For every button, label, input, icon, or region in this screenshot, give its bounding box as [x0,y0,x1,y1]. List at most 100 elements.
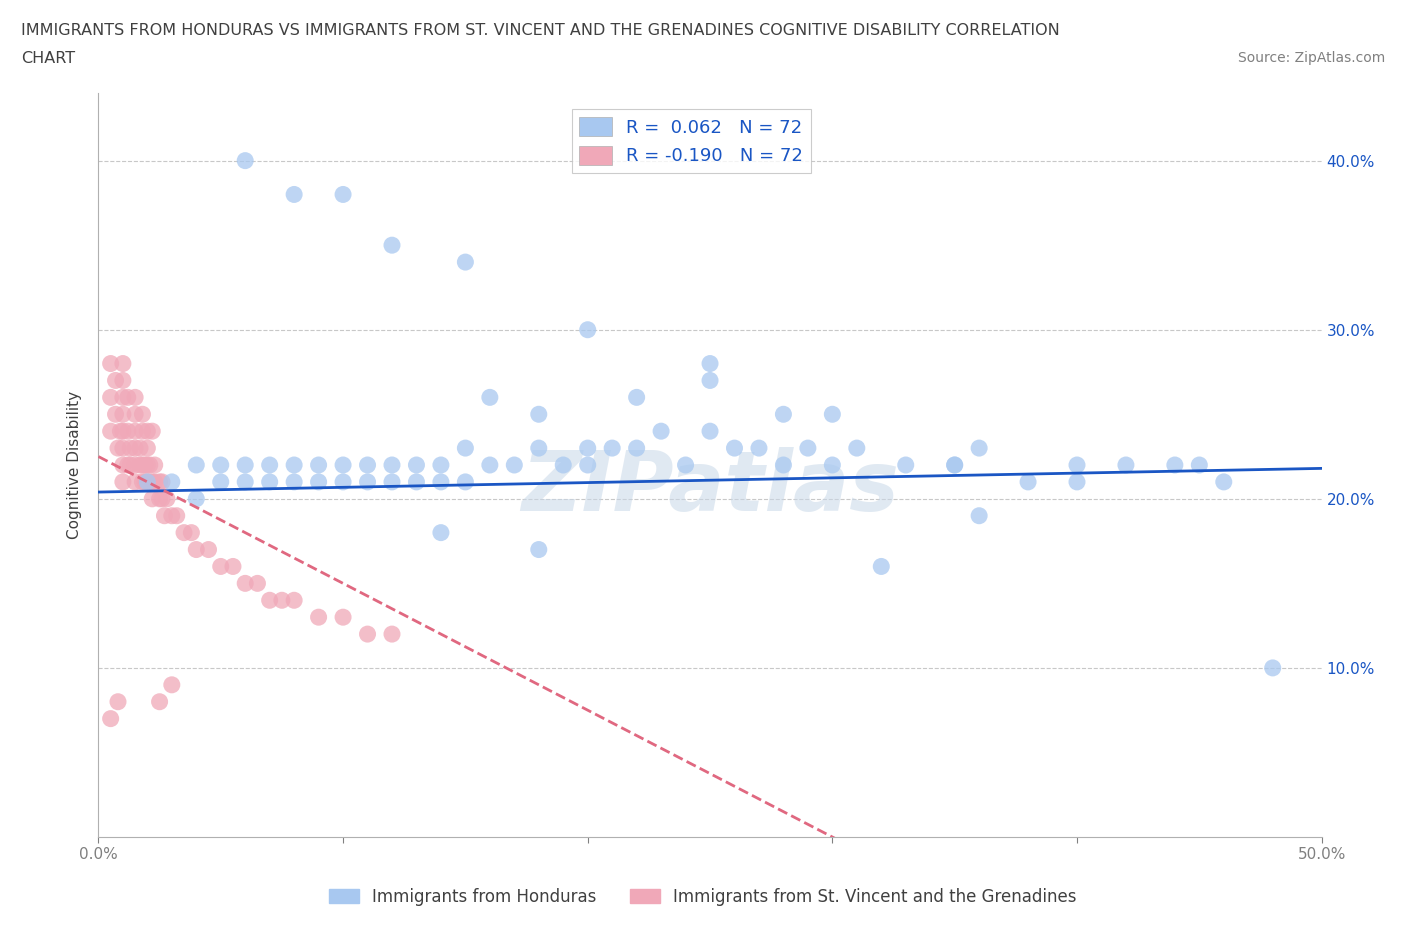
Point [124,390,146,405]
Point [430,458,453,472]
Point [527,441,550,456]
Point [454,255,477,270]
Point [576,323,599,338]
Point [1066,474,1088,489]
Point [503,458,526,472]
Y-axis label: Cognitive Disability: Cognitive Disability [67,391,83,539]
Point [173,525,195,540]
Point [139,458,162,472]
Point [600,441,623,456]
Point [104,373,127,388]
Point [150,474,173,489]
Point [478,390,501,405]
Point [943,458,966,472]
Point [576,458,599,472]
Point [283,187,305,202]
Point [100,424,122,439]
Point [124,406,146,421]
Point [233,153,256,168]
Point [283,474,305,489]
Point [1066,458,1088,472]
Point [748,441,770,456]
Point [270,592,294,607]
Point [797,441,820,456]
Point [1115,458,1137,472]
Point [1261,660,1284,675]
Point [222,559,245,574]
Point [233,576,256,591]
Point [405,474,427,489]
Point [454,474,477,489]
Point [111,474,134,489]
Point [124,441,146,456]
Point [626,441,648,456]
Point [117,458,139,472]
Text: ZIPatlas: ZIPatlas [522,446,898,528]
Point [332,187,354,202]
Point [233,474,256,489]
Point [134,474,156,489]
Point [149,474,172,489]
Point [1017,474,1039,489]
Point [967,509,990,524]
Point [104,406,127,421]
Point [527,542,550,557]
Point [308,610,330,625]
Point [246,576,269,591]
Point [136,474,159,489]
Point [111,441,134,456]
Point [332,474,354,489]
Point [111,390,134,405]
Point [772,458,794,472]
Point [134,458,156,472]
Point [772,406,794,421]
Point [111,424,134,439]
Point [259,592,281,607]
Point [381,238,404,253]
Point [259,474,281,489]
Point [141,424,163,439]
Text: Source: ZipAtlas.com: Source: ZipAtlas.com [1237,51,1385,65]
Point [675,458,697,472]
Point [894,458,917,472]
Point [821,406,844,421]
Point [430,525,453,540]
Point [356,627,378,642]
Point [100,390,122,405]
Point [124,458,146,472]
Point [821,458,844,472]
Point [160,677,183,692]
Point [143,474,166,489]
Point [308,474,330,489]
Point [454,441,477,456]
Point [943,458,966,472]
Point [356,458,378,472]
Point [111,373,134,388]
Point [381,458,404,472]
Point [553,458,575,472]
Point [186,542,208,557]
Point [209,458,232,472]
Point [129,441,152,456]
Point [699,356,721,371]
Point [283,592,305,607]
Point [131,424,153,439]
Point [166,509,188,524]
Point [143,458,166,472]
Point [124,474,146,489]
Point [626,390,648,405]
Point [845,441,868,456]
Point [180,525,202,540]
Point [156,491,179,506]
Point [1164,458,1187,472]
Point [283,458,305,472]
Point [259,458,281,472]
Point [527,406,550,421]
Point [107,695,129,710]
Point [1188,458,1211,472]
Point [117,424,139,439]
Point [136,458,159,472]
Point [141,474,163,489]
Legend: Immigrants from Honduras, Immigrants from St. Vincent and the Grenadines: Immigrants from Honduras, Immigrants fro… [322,881,1084,912]
Point [699,373,721,388]
